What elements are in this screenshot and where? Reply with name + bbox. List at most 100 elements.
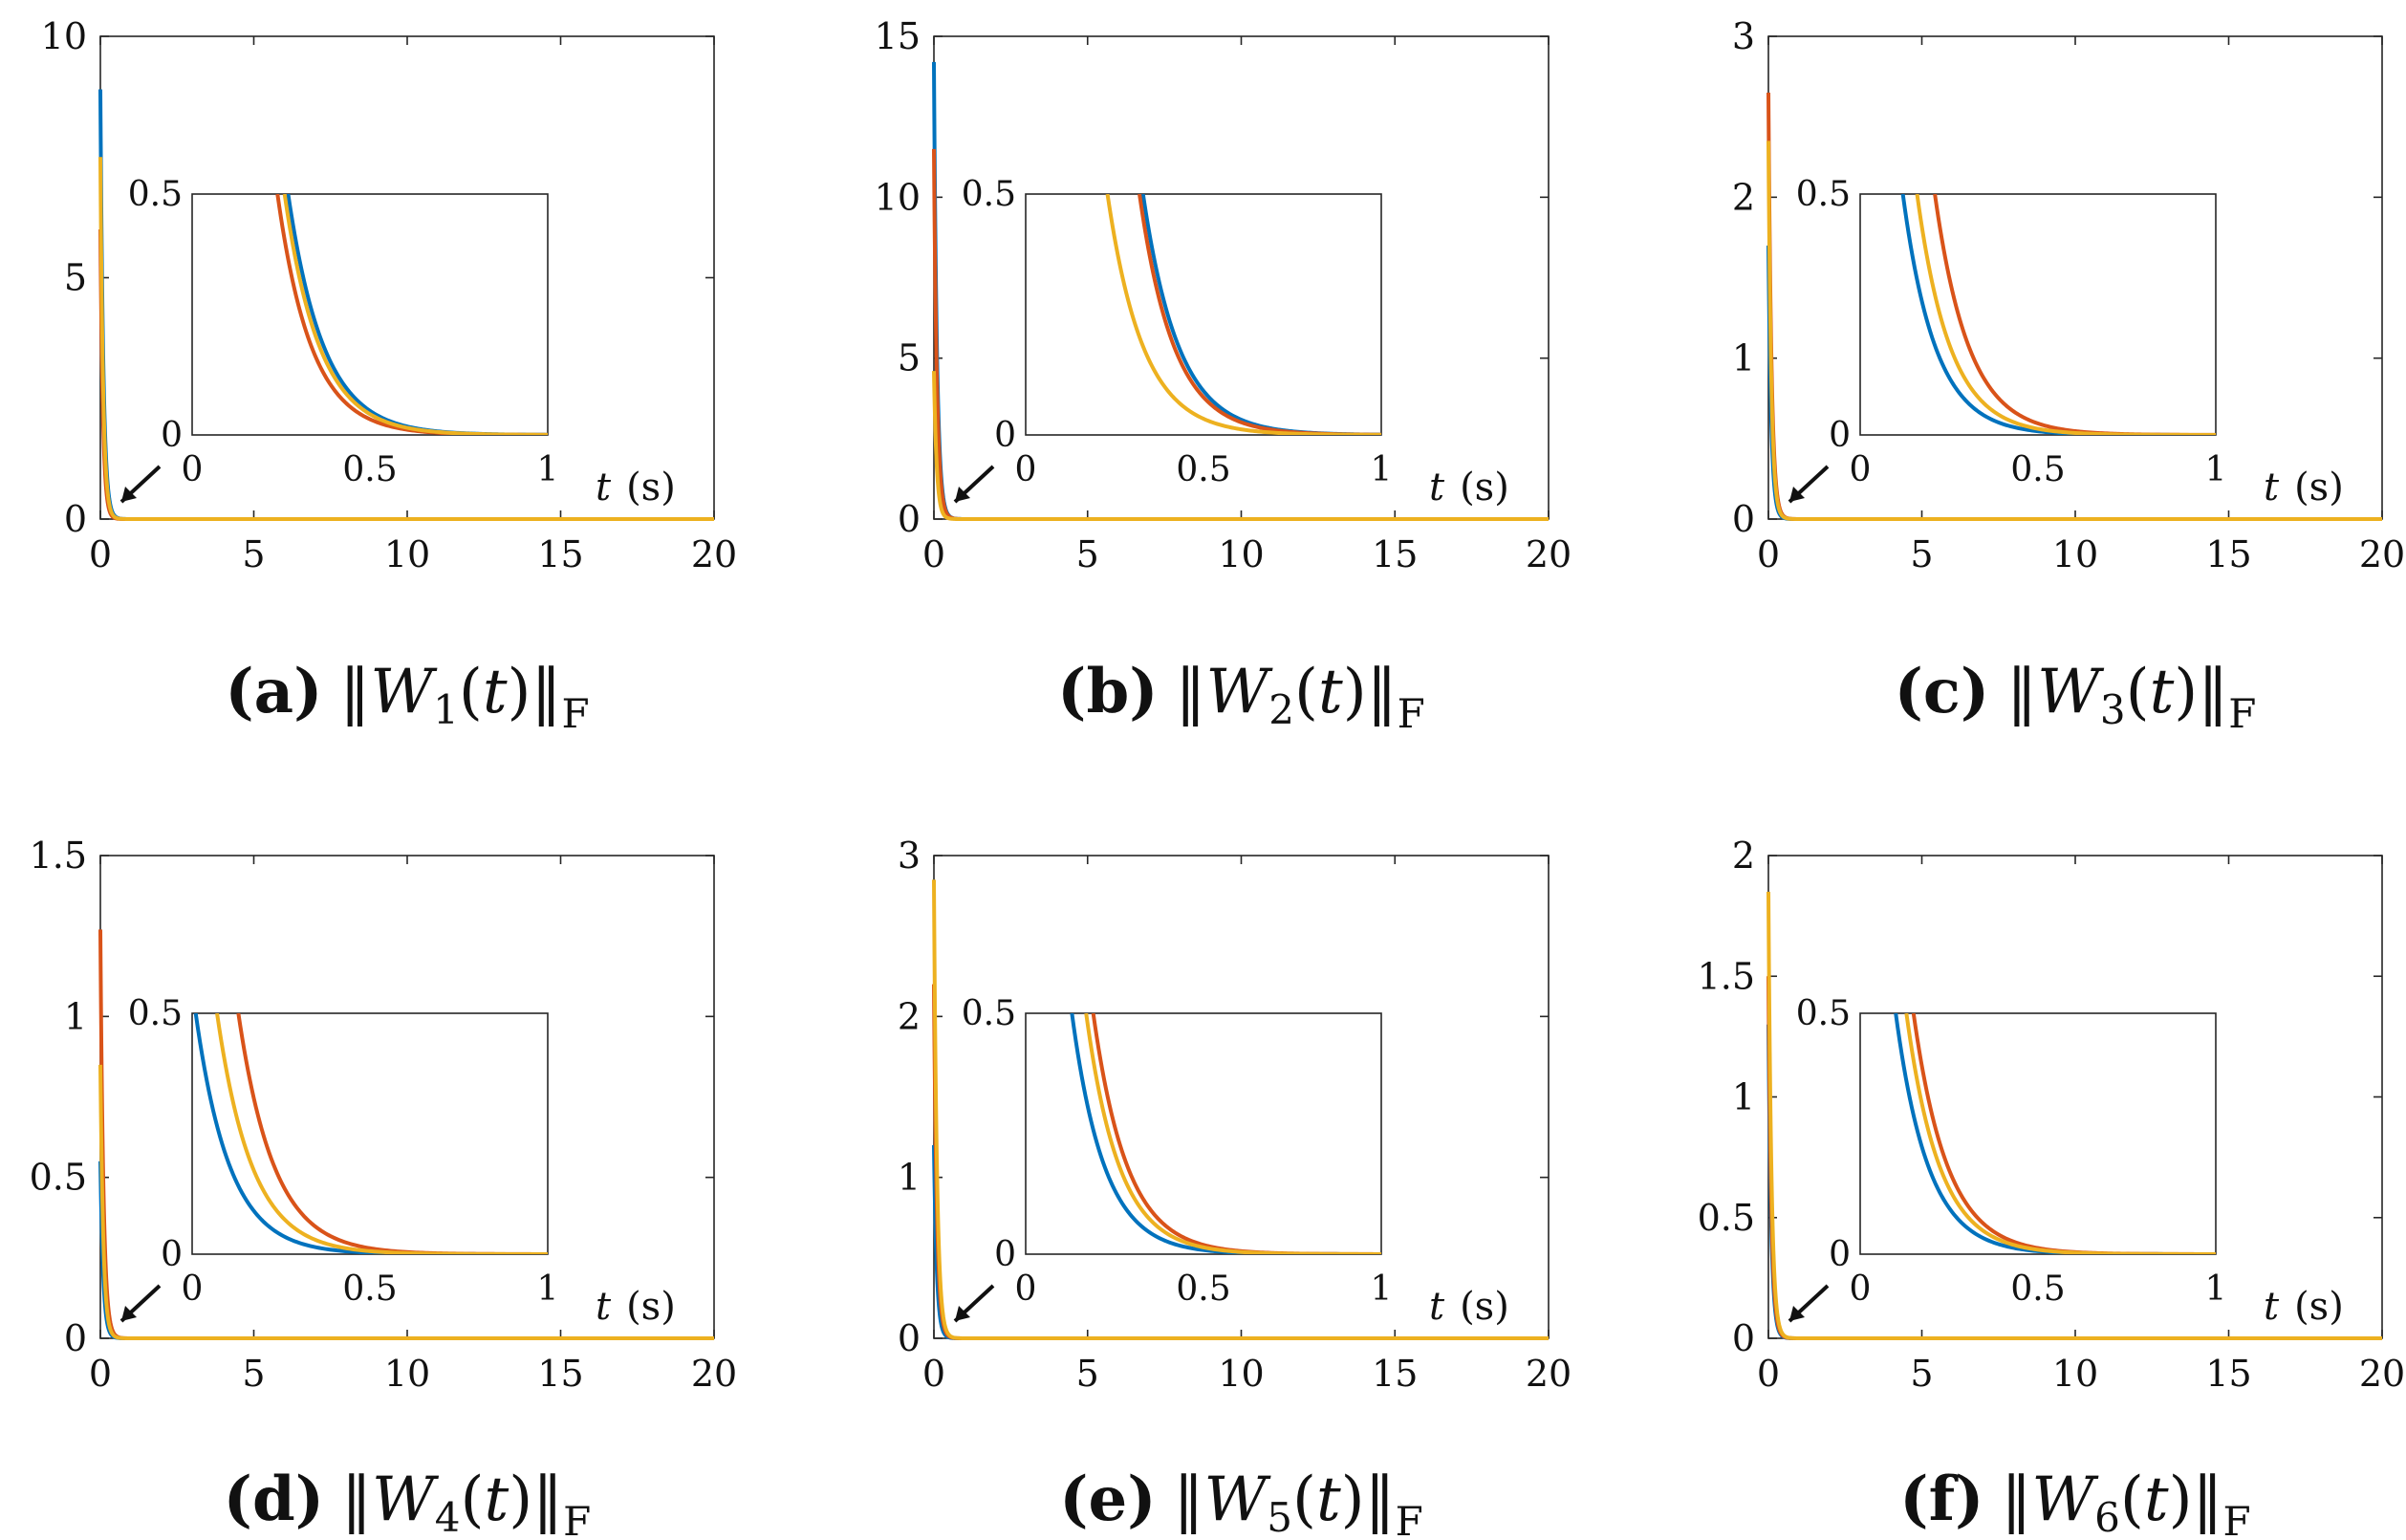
y-tick-label: 2 bbox=[898, 995, 921, 1037]
x-tick-label: 5 bbox=[242, 1353, 265, 1395]
inset-x-axis-label: t (s) bbox=[2264, 1285, 2344, 1329]
inset-frame bbox=[1859, 1012, 2217, 1255]
inset-d: 0 0.5 1 0 0.5 t (s) bbox=[128, 994, 676, 1329]
x-tick-label: 5 bbox=[1076, 1353, 1099, 1395]
inset-series-line-3 bbox=[1105, 194, 1381, 435]
inset-series-line-1 bbox=[286, 194, 548, 435]
series-line-3 bbox=[98, 157, 714, 521]
inset-x-tick-label: 0.5 bbox=[1176, 1269, 1230, 1309]
inset-series-line-1 bbox=[193, 1013, 548, 1254]
y-tick-label: 1 bbox=[898, 1157, 921, 1199]
x-tick-label: 15 bbox=[537, 1353, 583, 1395]
x-tick-label: 0 bbox=[89, 1353, 112, 1395]
y-tick-label: 0 bbox=[898, 1317, 921, 1359]
x-tick-label: 5 bbox=[1076, 533, 1099, 575]
y-tick-label: 1 bbox=[1732, 1076, 1755, 1118]
y-tick-label: 1 bbox=[1732, 337, 1755, 380]
inset-x-tick-label: 0 bbox=[1850, 1269, 1872, 1309]
y-tick-label: 0.5 bbox=[1698, 1197, 1755, 1239]
inset-x-axis-label: t (s) bbox=[1429, 1285, 1509, 1329]
inset-y-tick-label: 0.5 bbox=[1796, 175, 1851, 214]
inset-y-tick-label: 0 bbox=[994, 1235, 1016, 1274]
inset-x-tick-label: 1 bbox=[2205, 1269, 2227, 1309]
inset-x-tick-label: 1 bbox=[1371, 450, 1393, 489]
inset-series-line-3 bbox=[282, 194, 548, 435]
subplot-caption: (d) ‖W4(t)‖F bbox=[224, 1464, 592, 1540]
y-tick-label: 0 bbox=[64, 498, 87, 540]
inset-y-tick-label: 0.5 bbox=[128, 994, 183, 1033]
x-tick-label: 10 bbox=[384, 1353, 430, 1395]
x-tick-label: 5 bbox=[1910, 1353, 1933, 1395]
inset-x-tick-label: 0 bbox=[1015, 1269, 1037, 1309]
inset-frame bbox=[1859, 193, 2217, 436]
x-tick-label: 10 bbox=[1218, 1353, 1264, 1395]
inset-y-tick-label: 0 bbox=[1829, 416, 1851, 455]
inset-x-axis-label: t (s) bbox=[2264, 466, 2344, 510]
inset-x-tick-label: 1 bbox=[537, 1269, 559, 1309]
zoom-arrowhead bbox=[1789, 487, 1805, 502]
subplot-caption: (b) ‖W2(t)‖F bbox=[1057, 656, 1425, 737]
inset-series-line-1 bbox=[1894, 1013, 2216, 1254]
inset-x-tick-label: 1 bbox=[537, 450, 559, 489]
inset-y-tick-label: 0 bbox=[994, 416, 1016, 455]
inset-frame bbox=[1025, 193, 1382, 436]
inset-x-tick-label: 0.5 bbox=[342, 1269, 397, 1309]
y-tick-label: 3 bbox=[898, 835, 921, 877]
inset-f: 0 0.5 1 0 0.5 t (s) bbox=[1796, 994, 2344, 1329]
y-tick-label: 0 bbox=[1732, 1317, 1755, 1359]
x-tick-label: 5 bbox=[242, 533, 265, 575]
inset-y-tick-label: 0.5 bbox=[1796, 994, 1851, 1033]
y-tick-label: 0 bbox=[1732, 498, 1755, 540]
inset-series-line-2 bbox=[1091, 1013, 1381, 1254]
y-tick-label: 10 bbox=[41, 15, 87, 57]
inset-e: 0 0.5 1 0 0.5 t (s) bbox=[962, 994, 1509, 1329]
x-tick-label: 20 bbox=[691, 1353, 737, 1395]
subplot-caption: (f) ‖W6(t)‖F bbox=[1899, 1464, 2250, 1540]
inset-series-line-1 bbox=[1140, 194, 1381, 435]
series-line-3 bbox=[1767, 141, 2382, 521]
y-tick-label: 1 bbox=[64, 995, 87, 1037]
y-tick-label: 0 bbox=[898, 498, 921, 540]
x-tick-label: 10 bbox=[2052, 1353, 2098, 1395]
inset-x-axis-label: t (s) bbox=[596, 466, 676, 510]
x-tick-label: 20 bbox=[691, 533, 737, 575]
inset-series-line-3 bbox=[215, 1013, 548, 1254]
inset-y-tick-label: 0.5 bbox=[962, 175, 1016, 214]
inset-x-axis-label: t (s) bbox=[596, 1285, 676, 1329]
y-tick-label: 2 bbox=[1732, 176, 1755, 218]
x-tick-label: 20 bbox=[1526, 533, 1571, 575]
series-line-3 bbox=[932, 879, 1549, 1340]
inset-series-line-3 bbox=[1084, 1013, 1381, 1254]
inset-x-tick-label: 1 bbox=[1371, 1269, 1393, 1309]
x-tick-label: 10 bbox=[1218, 533, 1264, 575]
x-tick-label: 15 bbox=[1372, 1353, 1418, 1395]
inset-y-tick-label: 0.5 bbox=[962, 994, 1016, 1033]
series-line-3 bbox=[98, 1064, 714, 1340]
inset-series-line-1 bbox=[1900, 194, 2216, 435]
subplot-caption: (a) ‖W1(t)‖F bbox=[225, 656, 589, 737]
x-tick-label: 0 bbox=[922, 533, 945, 575]
inset-series-line-3 bbox=[1904, 1013, 2216, 1254]
inset-x-tick-label: 0 bbox=[1015, 450, 1037, 489]
inset-x-tick-label: 0 bbox=[182, 450, 204, 489]
inset-y-tick-label: 0 bbox=[1829, 1235, 1851, 1274]
y-tick-label: 3 bbox=[1732, 15, 1755, 57]
zoom-arrowhead bbox=[955, 1306, 970, 1321]
inset-series-line-2 bbox=[275, 194, 548, 435]
inset-b: 0 0.5 1 0 0.5 t (s) bbox=[962, 175, 1509, 510]
x-tick-label: 15 bbox=[2205, 1353, 2251, 1395]
inset-x-tick-label: 0.5 bbox=[2010, 450, 2065, 489]
inset-y-tick-label: 0 bbox=[161, 1235, 183, 1274]
x-tick-label: 15 bbox=[537, 533, 583, 575]
y-tick-label: 0 bbox=[64, 1317, 87, 1359]
y-tick-label: 5 bbox=[64, 257, 87, 299]
y-tick-label: 1.5 bbox=[1698, 955, 1755, 997]
zoom-arrowhead bbox=[121, 487, 137, 502]
inset-x-tick-label: 0.5 bbox=[1176, 450, 1230, 489]
inset-x-tick-label: 0 bbox=[1850, 450, 1872, 489]
inset-x-tick-label: 0 bbox=[182, 1269, 204, 1309]
inset-series-line-3 bbox=[1915, 194, 2216, 435]
